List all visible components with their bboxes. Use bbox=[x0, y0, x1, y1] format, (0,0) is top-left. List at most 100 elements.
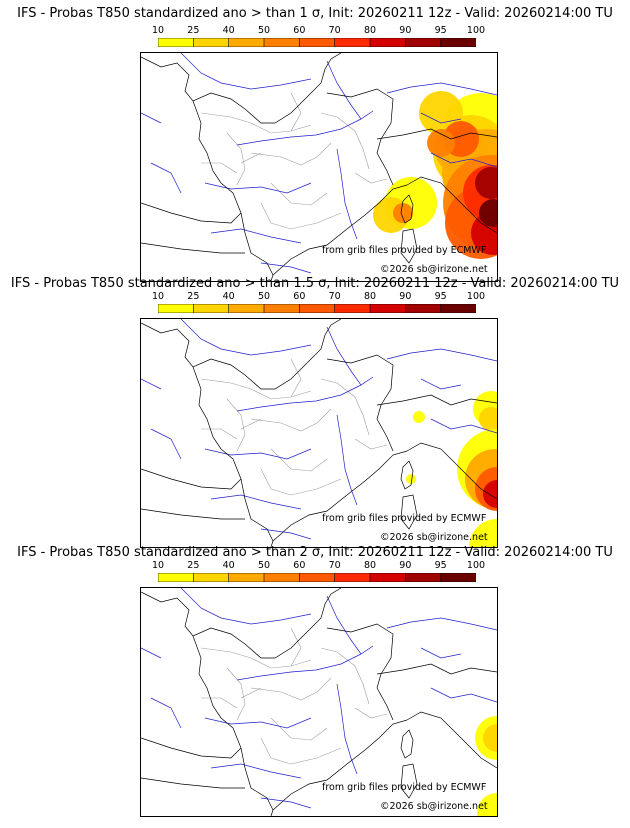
colorbar-swatch bbox=[299, 573, 336, 582]
probability-area bbox=[477, 793, 497, 816]
probability-area bbox=[475, 167, 497, 199]
river bbox=[141, 378, 182, 460]
colorbar-tick-label: 80 bbox=[363, 25, 377, 36]
colorbar-swatch bbox=[263, 38, 301, 47]
colorbar-tick-label: 70 bbox=[328, 25, 341, 36]
panel-title: IFS - Probas T850 standardized ano > tha… bbox=[17, 6, 613, 21]
colorbar-swatch bbox=[228, 38, 265, 47]
colorbar-tick-label: 70 bbox=[328, 291, 341, 302]
river bbox=[204, 182, 312, 194]
colorbar-tick-label: 100 bbox=[466, 25, 486, 36]
river bbox=[326, 595, 374, 655]
coastline-border bbox=[326, 623, 394, 721]
coastline-border bbox=[376, 663, 497, 675]
colorbar-swatch bbox=[193, 573, 230, 582]
river bbox=[236, 118, 362, 146]
region-boundary bbox=[290, 358, 370, 436]
river bbox=[326, 60, 374, 120]
river bbox=[430, 418, 497, 434]
colorbar-tick-label: 100 bbox=[466, 291, 486, 302]
coastline-border bbox=[141, 319, 342, 547]
coastline-border bbox=[326, 88, 394, 186]
probability-area bbox=[427, 129, 455, 157]
colorbar-tick-label: 10 bbox=[151, 25, 165, 36]
colorbar-tick-label: 60 bbox=[293, 291, 306, 302]
region-boundary bbox=[201, 162, 388, 184]
probability-area bbox=[413, 411, 425, 423]
colorbar-tick-label: 50 bbox=[257, 291, 271, 302]
panel-title: IFS - Probas T850 standardized ano > tha… bbox=[17, 545, 613, 560]
river bbox=[260, 378, 462, 540]
river bbox=[326, 326, 374, 386]
probability-area bbox=[393, 203, 413, 223]
colorbar-swatch bbox=[369, 38, 407, 47]
colorbar-tick-label: 40 bbox=[222, 291, 235, 302]
river bbox=[336, 683, 358, 775]
colorbar-swatch bbox=[263, 304, 301, 313]
probability-area bbox=[479, 199, 497, 227]
river bbox=[260, 647, 462, 809]
colorbar bbox=[158, 573, 476, 582]
map-svg bbox=[141, 319, 497, 547]
colorbar-tick-label: 100 bbox=[466, 560, 486, 571]
coastline-border bbox=[141, 53, 342, 281]
coastline-border bbox=[272, 719, 408, 811]
colorbar-swatch bbox=[158, 304, 195, 313]
colorbar-swatch bbox=[405, 304, 442, 313]
colorbar bbox=[158, 304, 476, 313]
colorbar-tick-label: 10 bbox=[151, 560, 165, 571]
source-credit: from grib files provided by ECMWF bbox=[322, 782, 487, 793]
colorbar-swatch bbox=[334, 304, 371, 313]
river bbox=[430, 152, 497, 168]
colorbar-swatch bbox=[263, 573, 301, 582]
river bbox=[386, 617, 497, 631]
colorbar-tick-label: 60 bbox=[293, 560, 306, 571]
map-svg bbox=[141, 588, 497, 816]
river bbox=[386, 348, 497, 362]
coastline-border bbox=[141, 468, 245, 520]
probability-area bbox=[483, 480, 497, 508]
panel-title: IFS - Probas T850 standardized ano > tha… bbox=[10, 276, 620, 291]
colorbar-tick-label: 60 bbox=[293, 25, 306, 36]
region-boundary bbox=[240, 152, 342, 230]
river bbox=[204, 448, 312, 460]
colorbar-tick-label: 40 bbox=[222, 560, 235, 571]
region-boundary bbox=[290, 627, 370, 705]
colorbar-tick-label: 25 bbox=[187, 291, 200, 302]
probability-map bbox=[140, 587, 498, 817]
colorbar-swatch bbox=[228, 573, 265, 582]
colorbar-tick-label: 40 bbox=[222, 25, 235, 36]
island bbox=[400, 494, 418, 530]
colorbar-swatch bbox=[334, 573, 371, 582]
colorbar-swatch bbox=[193, 304, 230, 313]
coastline-border bbox=[326, 354, 394, 452]
river bbox=[141, 647, 182, 729]
probability-map bbox=[140, 52, 498, 282]
river bbox=[180, 319, 312, 356]
river bbox=[180, 53, 312, 90]
colorbar-swatch bbox=[440, 304, 476, 313]
coastline-border bbox=[406, 711, 497, 769]
coastline-border bbox=[272, 450, 408, 542]
region-boundary bbox=[290, 92, 370, 170]
region-boundary bbox=[250, 142, 332, 206]
river bbox=[236, 384, 362, 412]
colorbar-tick-label: 25 bbox=[187, 25, 200, 36]
colorbar-tick-label: 95 bbox=[434, 291, 447, 302]
coastline-border bbox=[406, 442, 497, 500]
island bbox=[400, 729, 414, 759]
island bbox=[400, 228, 418, 264]
map-svg bbox=[141, 53, 497, 281]
colorbar-ticks: 10 25 40 50 60 70 80 90 95 100 bbox=[152, 291, 485, 303]
colorbar-svg bbox=[158, 304, 476, 313]
region-boundary bbox=[240, 687, 342, 765]
island bbox=[400, 194, 414, 224]
colorbar-swatch bbox=[228, 304, 265, 313]
colorbar-ticks: 10 25 40 50 60 70 80 90 95 100 bbox=[152, 25, 485, 37]
colorbar-swatch bbox=[299, 304, 336, 313]
river bbox=[386, 82, 497, 96]
coastline-border bbox=[141, 737, 245, 789]
probability-area bbox=[469, 519, 497, 547]
river bbox=[180, 588, 312, 625]
probability-area bbox=[479, 407, 497, 431]
